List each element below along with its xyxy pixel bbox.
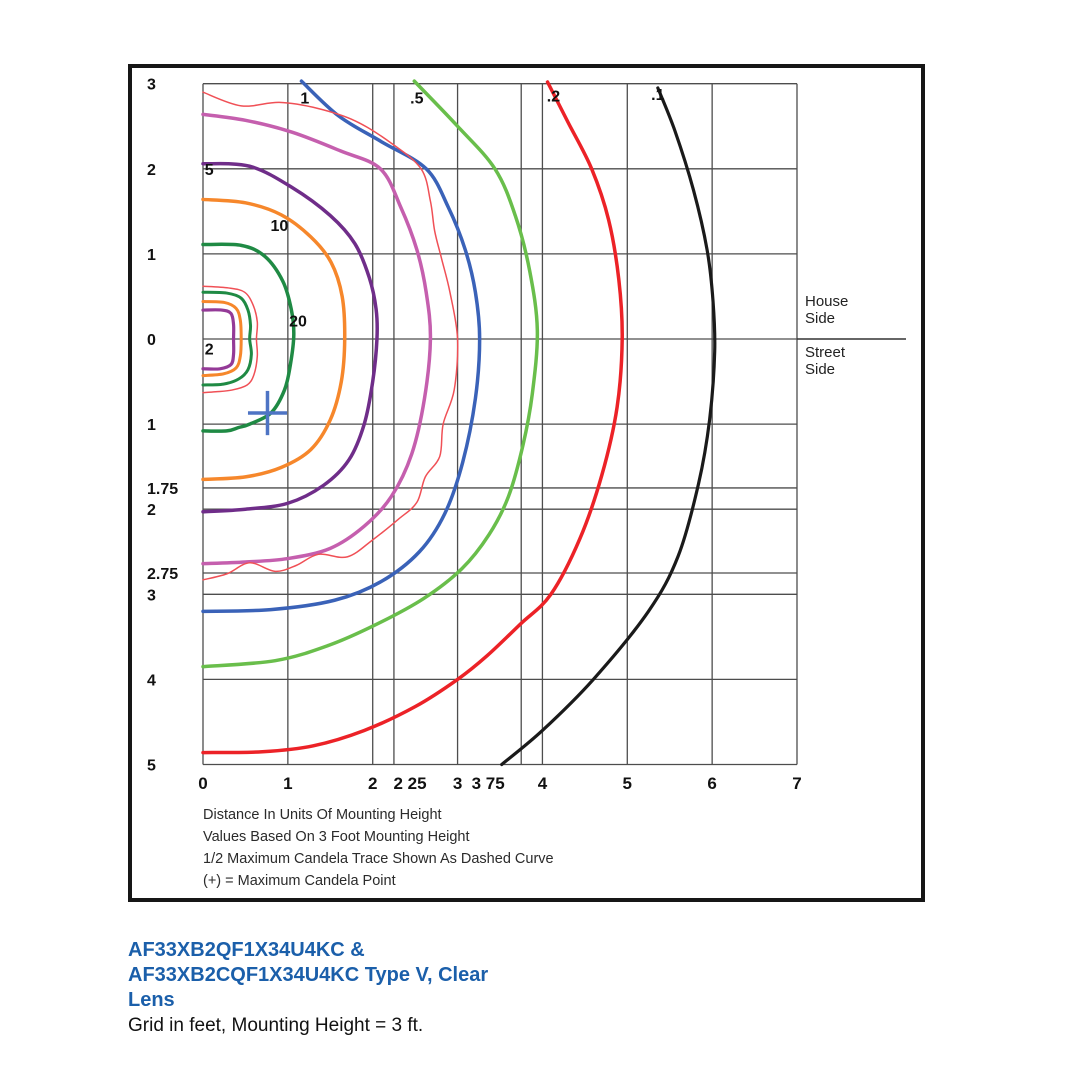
- annotation-mounting-height: Values Based On 3 Foot Mounting Height: [203, 829, 470, 845]
- contour-half-max-candela-trace-outer: [202, 91, 459, 581]
- caption-model-line2: AF33XB2CQF1X34U4KC Type V, Clear: [128, 964, 489, 986]
- x-tick-label: 2: [368, 774, 377, 793]
- y-tick-label: 2: [147, 162, 156, 179]
- figure-caption: AF33XB2QF1X34U4KC & AF33XB2CQF1X34U4KC T…: [128, 938, 488, 1038]
- contour-fc-1: [201, 79, 482, 614]
- annotation-half-max-trace: 1/2 Maximum Candela Trace Shown As Dashe…: [203, 851, 554, 867]
- contour-label-fc-2-inner: 2: [205, 341, 214, 358]
- contour-fc-2-inner: [201, 308, 236, 371]
- y-tick-label: 1.75: [147, 481, 178, 498]
- street-side-label: Street Side: [805, 344, 845, 378]
- contour-label-fc-5: 5: [205, 162, 214, 179]
- y-tick-label: 1: [147, 247, 156, 264]
- x-tick-label: 4: [538, 774, 548, 793]
- x-tick-label: 5: [623, 774, 632, 793]
- y-tick-label: 4: [147, 672, 156, 689]
- contour-fc-2: [201, 112, 433, 566]
- caption-grid-note: Grid in feet, Mounting Height = 3 ft.: [128, 1015, 424, 1036]
- caption-model-line3: Lens: [128, 989, 175, 1011]
- x-tick-label: 6: [707, 774, 716, 793]
- contour-fc-5: [201, 161, 380, 514]
- y-tick-label: 3: [147, 587, 156, 604]
- y-tick-label: 2.75: [147, 566, 178, 583]
- contour-fc-0.2: [201, 80, 624, 755]
- contour-fc-20: [201, 242, 296, 433]
- x-tick-label: 3 75: [472, 774, 505, 793]
- house-side-label: House Side: [805, 293, 848, 327]
- y-tick-label: 1: [147, 417, 156, 434]
- contour-label-fc-0.2: .2: [547, 89, 560, 106]
- y-tick-label: 3: [147, 77, 156, 94]
- x-tick-label: 1: [283, 774, 292, 793]
- contour-fc-0.5: [201, 79, 540, 669]
- contour-label-fc-0.1: .1: [651, 87, 664, 104]
- y-tick-label: 0: [147, 332, 156, 349]
- y-tick-label: 2: [147, 502, 156, 519]
- house-side-line2: Side: [805, 310, 836, 327]
- annotation-distance-units: Distance In Units Of Mounting Height: [203, 807, 442, 823]
- annotation-max-candela: (+) = Maximum Candela Point: [203, 873, 396, 889]
- x-tick-label: 2 25: [394, 774, 427, 793]
- x-tick-label: 7: [792, 774, 801, 793]
- street-side-line2: Side: [805, 361, 836, 378]
- contour-label-fc-20: 20: [289, 313, 307, 330]
- contour-half-max-candela-trace-inner: [202, 285, 259, 394]
- contour-fc-10-inner: [201, 300, 243, 378]
- contour-label-fc-1: 1: [300, 90, 309, 107]
- contour-label-fc-0.5: .5: [410, 90, 423, 107]
- contour-fc-0.1: [500, 86, 717, 767]
- contour-fc-10: [201, 197, 347, 482]
- contour-fc-20-inner: [201, 290, 253, 387]
- x-tick-label: 3: [453, 774, 462, 793]
- chart-annotations: Distance In Units Of Mounting Height Val…: [203, 804, 554, 892]
- caption-model-line1: AF33XB2QF1X34U4KC &: [128, 939, 365, 961]
- street-side-line1: Street: [805, 344, 846, 361]
- chart-frame: [128, 64, 925, 902]
- x-tick-label: 0: [198, 774, 207, 793]
- contour-label-fc-10: 10: [270, 218, 288, 235]
- house-side-line1: House: [805, 293, 849, 310]
- y-tick-label: 5: [147, 758, 156, 775]
